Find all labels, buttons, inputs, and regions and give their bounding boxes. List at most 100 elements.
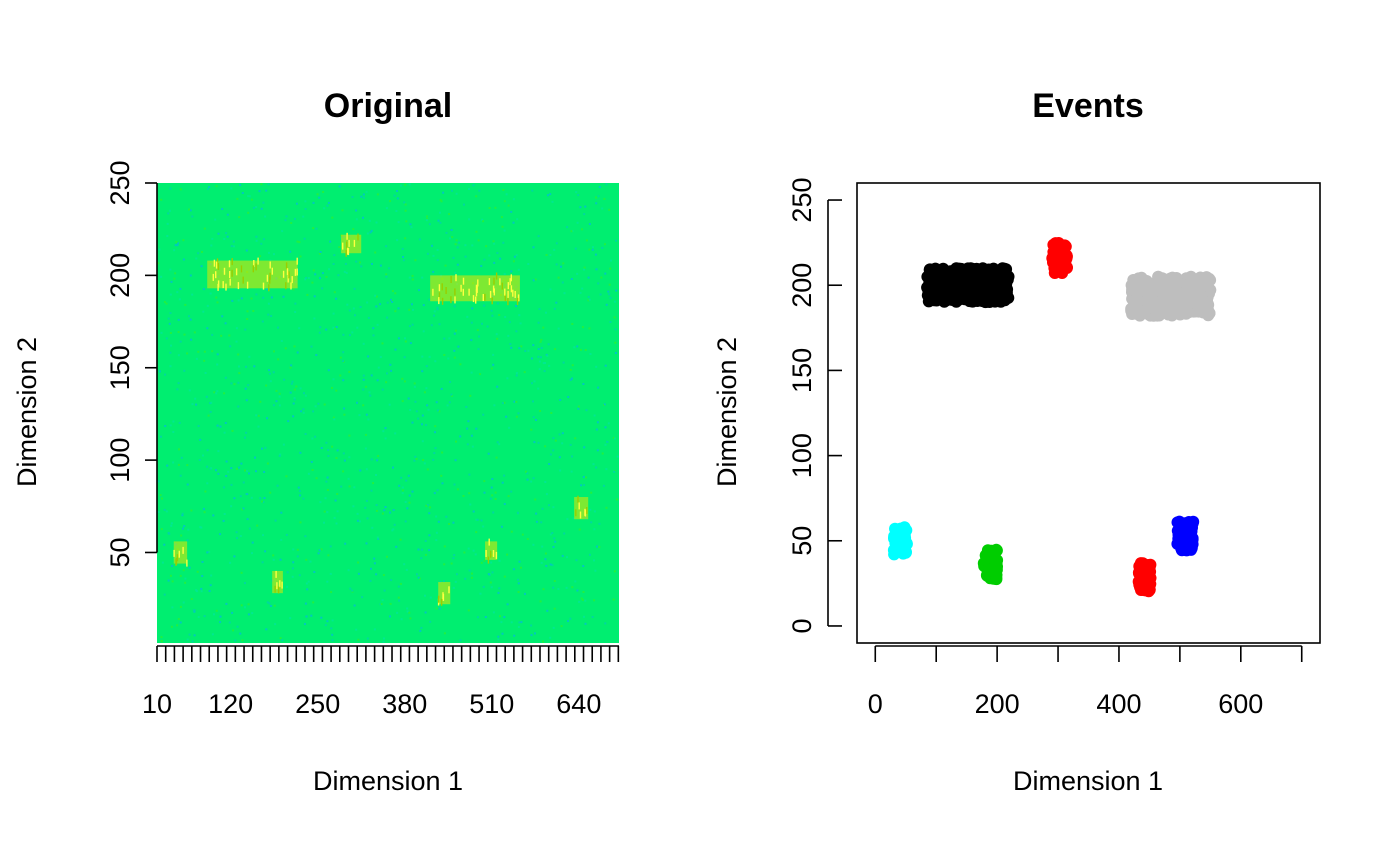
heatmap-noise-cell: [520, 566, 522, 569]
heatmap-noise-cell: [480, 561, 483, 564]
heatmap-noise-cell: [169, 268, 172, 271]
heatmap-noise-cell: [318, 331, 321, 334]
heatmap-noise-cell: [578, 600, 581, 603]
heatmap-noise-cell: [435, 531, 438, 534]
heatmap-noise-cell: [526, 538, 529, 540]
heatmap-noise-cell: [507, 495, 510, 498]
heatmap-noise-cell: [535, 419, 537, 421]
heatmap-noise-cell: [160, 435, 162, 438]
heatmap-noise-cell: [468, 473, 471, 476]
heatmap-noise-cell: [532, 279, 535, 282]
heatmap-noise-cell: [454, 243, 457, 246]
heatmap-noise-cell: [295, 202, 298, 205]
heatmap-noise-cell: [498, 443, 501, 446]
heatmap-noise-cell: [178, 421, 181, 424]
heatmap-noise-cell: [172, 461, 175, 464]
heatmap-noise-cell: [211, 350, 214, 353]
heatmap-noise-cell: [195, 589, 198, 592]
heatmap-noise-cell: [191, 640, 194, 643]
heatmap-noise-cell: [581, 598, 584, 601]
heatmap-noise-cell: [574, 247, 577, 250]
heatmap-noise-cell: [566, 556, 568, 559]
event-point: [1164, 273, 1177, 286]
heatmap-noise-cell: [537, 321, 540, 324]
heatmap-noise-cell: [267, 313, 270, 316]
heatmap-noise-cell: [583, 268, 585, 271]
heatmap-noise-cell: [245, 399, 248, 402]
heatmap-noise-cell: [303, 237, 306, 240]
heatmap-noise-cell: [494, 206, 497, 209]
event-point: [1177, 518, 1190, 531]
heatmap-noise-cell: [517, 268, 520, 271]
heatmap-noise-cell: [477, 348, 480, 351]
event-point: [898, 522, 911, 535]
heatmap-noise-cell: [346, 303, 349, 306]
heatmap-noise-cell: [184, 303, 187, 306]
heatmap-noise-cell: [552, 449, 555, 452]
heatmap-noise-cell: [459, 363, 462, 366]
heatmap-noise-cell: [399, 184, 402, 187]
heatmap-noise-cell: [363, 196, 365, 199]
heatmap-noise-cell: [327, 369, 330, 372]
heatmap-noise-cell: [264, 446, 267, 449]
heatmap-noise-cell: [357, 572, 360, 575]
heatmap-noise-cell: [597, 195, 600, 198]
heatmap-noise-cell: [464, 577, 467, 580]
heatmap-noise-cell: [235, 340, 238, 343]
events-y-tick-label: 250: [787, 178, 817, 223]
heatmap-noise-cell: [417, 417, 420, 420]
heatmap-noise-cell: [503, 575, 506, 578]
heatmap-noise-cell: [418, 289, 420, 292]
heatmap-noise-cell: [396, 197, 399, 200]
heatmap-noise-cell: [336, 510, 339, 513]
heatmap-noise-cell: [220, 334, 223, 337]
heatmap-noise-cell: [238, 365, 240, 368]
heatmap-noise-cell: [165, 337, 168, 340]
heatmap-noise-cell: [335, 297, 338, 300]
heatmap-noise-cell: [208, 550, 211, 553]
heatmap-noise-cell: [498, 559, 501, 562]
heatmap-noise-cell: [517, 412, 520, 415]
heatmap-noise-cell: [228, 334, 231, 337]
heatmap-noise-cell: [562, 361, 565, 364]
heatmap-noise-cell: [553, 607, 556, 610]
heatmap-noise-cell: [385, 273, 388, 276]
heatmap-noise-cell: [191, 293, 194, 296]
heatmap-noise-cell: [582, 565, 585, 567]
heatmap-noise-cell: [298, 490, 301, 493]
heatmap-noise-cell: [419, 629, 422, 632]
heatmap-noise-cell: [394, 348, 397, 351]
heatmap-noise-cell: [583, 484, 586, 486]
heatmap-noise-cell: [538, 360, 541, 363]
heatmap-noise-cell: [212, 514, 215, 517]
heatmap-noise-cell: [331, 216, 334, 219]
heatmap-noise-cell: [483, 304, 486, 307]
heatmap-noise-cell: [532, 400, 534, 403]
heatmap-noise-cell: [318, 196, 321, 199]
heatmap-noise-cell: [454, 329, 457, 332]
heatmap-noise-cell: [576, 272, 579, 275]
heatmap-event: [272, 570, 283, 594]
heatmap-noise-cell: [397, 221, 400, 224]
heatmap-noise-cell: [167, 317, 170, 320]
heatmap-noise-cell: [453, 349, 456, 352]
heatmap-noise-cell: [533, 380, 536, 383]
heatmap-noise-cell: [304, 623, 306, 625]
heatmap-noise-cell: [612, 436, 615, 439]
heatmap-noise-cell: [287, 420, 290, 423]
heatmap-noise-cell: [211, 633, 214, 636]
heatmap-noise-cell: [206, 465, 209, 468]
heatmap-noise-cell: [215, 296, 218, 299]
heatmap-noise-cell: [292, 288, 295, 291]
heatmap-noise-cell: [383, 589, 386, 592]
event-point: [1188, 294, 1201, 307]
heatmap-noise-cell: [398, 599, 401, 602]
heatmap-noise-cell: [595, 365, 598, 368]
heatmap-noise-cell: [365, 413, 368, 416]
heatmap-noise-cell: [478, 335, 481, 338]
heatmap-noise-cell: [263, 238, 265, 241]
heatmap-noise-cell: [390, 369, 393, 372]
heatmap-noise-cell: [285, 475, 288, 478]
original-x-tick-label: 10: [142, 689, 172, 719]
heatmap-noise-cell: [454, 580, 457, 583]
